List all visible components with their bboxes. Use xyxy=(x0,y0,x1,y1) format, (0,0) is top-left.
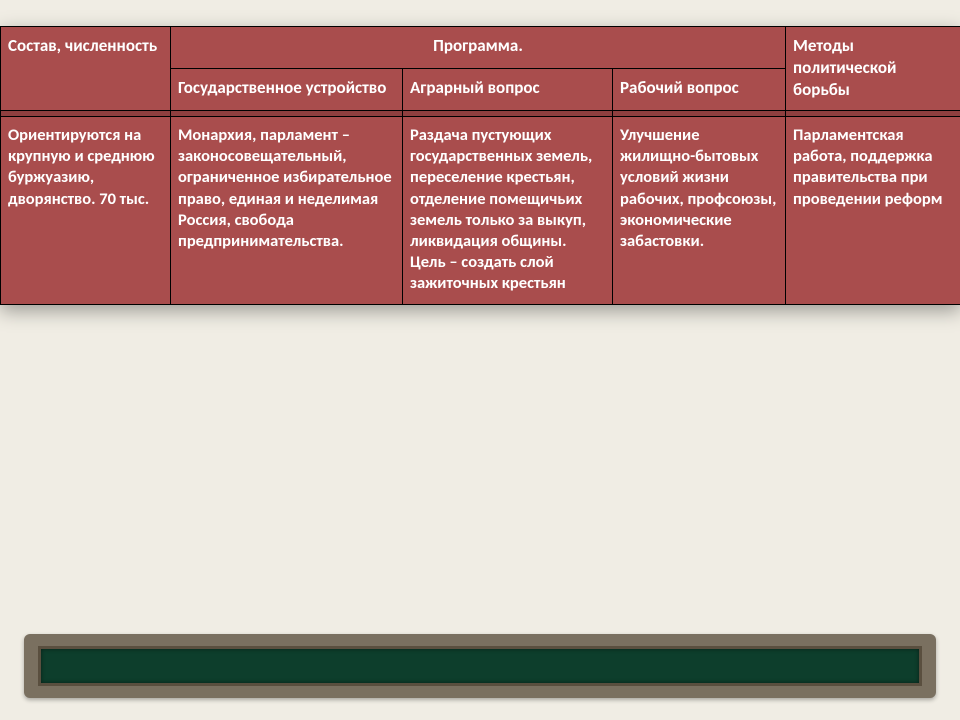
chalkboard-surface xyxy=(38,646,922,686)
cell-methods: Парламентская работа, поддержка правител… xyxy=(786,117,960,305)
cell-labor: Улучшение жилищно-бытовых условий жизни … xyxy=(613,117,786,305)
party-program-table: Состав, численность Программа. Методы по… xyxy=(0,26,960,305)
header-composition: Состав, численность xyxy=(1,27,171,111)
header-agrarian: Аграрный вопрос xyxy=(403,69,613,111)
header-state-structure: Государственное устройство xyxy=(171,69,403,111)
table-header-row-1: Состав, численность Программа. Методы по… xyxy=(1,27,960,69)
cell-state-structure: Монархия, парламент – законосовещательны… xyxy=(171,117,403,305)
header-program: Программа. xyxy=(171,27,786,69)
header-methods: Методы политической борьбы xyxy=(786,27,960,111)
cell-agrarian: Раздача пустующих государственных земель… xyxy=(403,117,613,305)
table-row: Ориентируются на крупную и среднюю буржу… xyxy=(1,117,960,305)
slide-stage: Состав, численность Программа. Методы по… xyxy=(0,0,960,720)
chalkboard-frame xyxy=(24,634,936,698)
cell-composition: Ориентируются на крупную и среднюю буржу… xyxy=(1,117,171,305)
header-labor: Рабочий вопрос xyxy=(613,69,786,111)
